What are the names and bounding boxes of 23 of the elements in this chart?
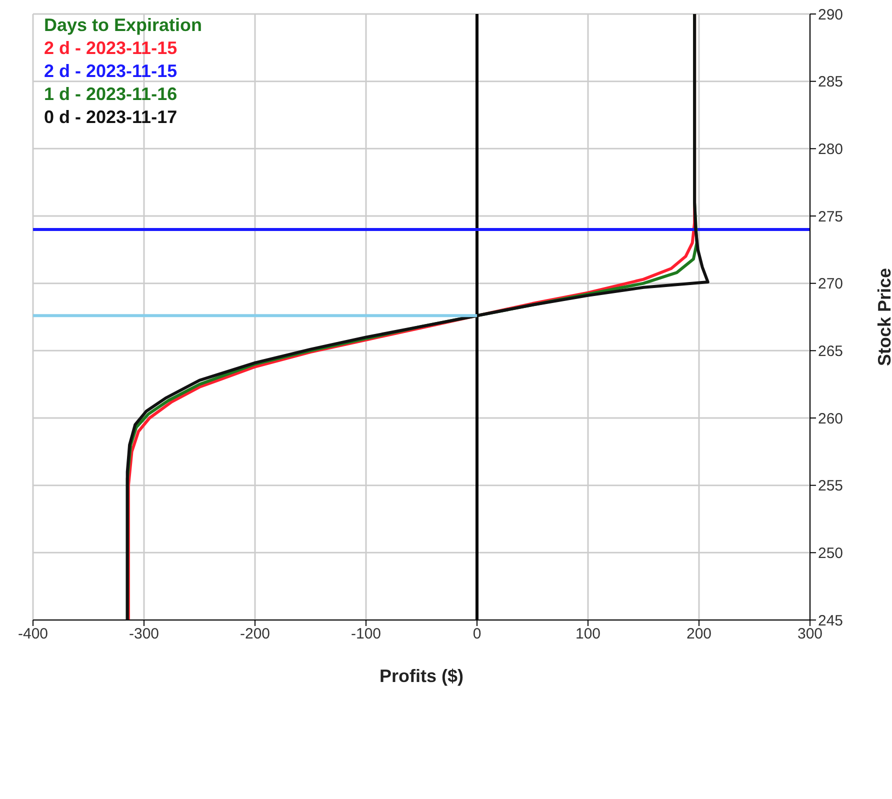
y-tick-label: 265	[818, 342, 844, 360]
y-tick-label: 285	[818, 74, 844, 91]
x-tick-label: -300	[128, 626, 160, 643]
x-tick-label: -100	[350, 626, 382, 643]
y-tick-label: 275	[818, 208, 844, 226]
y-tick-label: 280	[818, 140, 844, 158]
y-axis-title: Stock Price	[874, 268, 892, 366]
x-tick-label: 200	[686, 626, 712, 643]
x-tick-label: -400	[18, 626, 48, 643]
y-tick-label: 255	[818, 478, 844, 495]
text: 0 d - 2023-11-17	[44, 106, 178, 129]
legend-title: Days to Expiration	[44, 14, 202, 37]
text: 2 d - 2023-11-15	[44, 37, 178, 60]
y-tick-label: 250	[818, 544, 844, 562]
y-tick-label: 290	[818, 6, 844, 24]
x-tick-label: -200	[240, 626, 270, 643]
x-axis-title: Profits ($)	[379, 666, 464, 686]
x-tick-label: 0	[472, 626, 482, 643]
x-tick-label: 100	[575, 626, 601, 643]
text: 2 d - 2023-11-15	[44, 60, 178, 83]
y-tick-label: 260	[818, 410, 844, 428]
y-tick-label: 270	[818, 276, 844, 293]
text: 1 d - 2023-11-16	[44, 83, 178, 106]
